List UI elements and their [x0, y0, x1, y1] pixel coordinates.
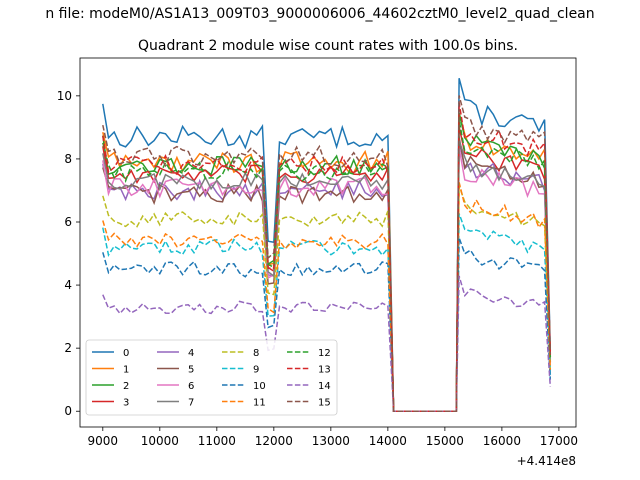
- series-line-9: [102, 213, 552, 412]
- series-line-6: [102, 147, 552, 412]
- x-tick-label: 9000: [88, 434, 119, 448]
- series-line-1: [102, 112, 552, 412]
- legend-label-0: 0: [123, 348, 129, 359]
- y-tick-label: 6: [64, 215, 72, 229]
- x-tick-label: 10000: [141, 434, 179, 448]
- x-tick-label: 11000: [198, 434, 236, 448]
- series-line-14: [102, 275, 552, 412]
- legend-label-14: 14: [318, 381, 331, 392]
- x-tick-label: 16000: [483, 434, 521, 448]
- legend-label-1: 1: [123, 365, 129, 376]
- axes-frame: [79, 57, 577, 428]
- y-tick-label: 8: [64, 152, 72, 166]
- series-line-10: [102, 237, 552, 412]
- legend-label-10: 10: [253, 381, 266, 392]
- series-line-0: [102, 78, 552, 412]
- y-tick-label: 10: [57, 89, 72, 103]
- x-axis: 9000 10000 11000 12000 13000 14000 15000 16000 1…: [88, 427, 578, 448]
- legend-label-12: 12: [318, 348, 331, 359]
- series-line-8: [102, 185, 552, 412]
- y-axis: 0 2 4 6 8 10: [57, 89, 80, 418]
- x-tick-label: 13000: [312, 434, 350, 448]
- series-line-11: [102, 182, 552, 412]
- legend-label-13: 13: [318, 365, 331, 376]
- y-tick-label: 2: [64, 341, 72, 355]
- x-tick-label: 15000: [426, 434, 464, 448]
- y-tick-label: 4: [64, 278, 72, 292]
- figure-suptitle: n file: modeM0/AS1A13_009T03_9000006006_…: [45, 6, 594, 22]
- x-offset-text: +4.414e8: [517, 454, 576, 468]
- legend-label-15: 15: [318, 398, 331, 409]
- x-tick-label: 12000: [255, 434, 293, 448]
- x-tick-label: 14000: [369, 434, 407, 448]
- legend-label-2: 2: [123, 381, 129, 392]
- legend-label-9: 9: [253, 365, 259, 376]
- series-line-12: [102, 119, 552, 412]
- legend-label-6: 6: [188, 381, 194, 392]
- legend-label-4: 4: [188, 348, 194, 359]
- series-line-7: [102, 140, 552, 412]
- x-tick-label: 17000: [540, 434, 578, 448]
- series-line-13: [102, 102, 552, 412]
- legend-label-7: 7: [188, 398, 194, 409]
- series-line-5: [102, 137, 552, 412]
- legend-frame: [85, 339, 338, 416]
- series-line-15: [102, 95, 552, 412]
- plot-lines: [102, 78, 552, 412]
- legend-label-11: 11: [253, 398, 266, 409]
- chart-title: Quadrant 2 module wise count rates with …: [138, 38, 518, 54]
- y-tick-label: 0: [64, 404, 72, 418]
- legend-label-3: 3: [123, 398, 129, 409]
- legend-label-8: 8: [253, 348, 259, 359]
- legend-label-5: 5: [188, 365, 194, 376]
